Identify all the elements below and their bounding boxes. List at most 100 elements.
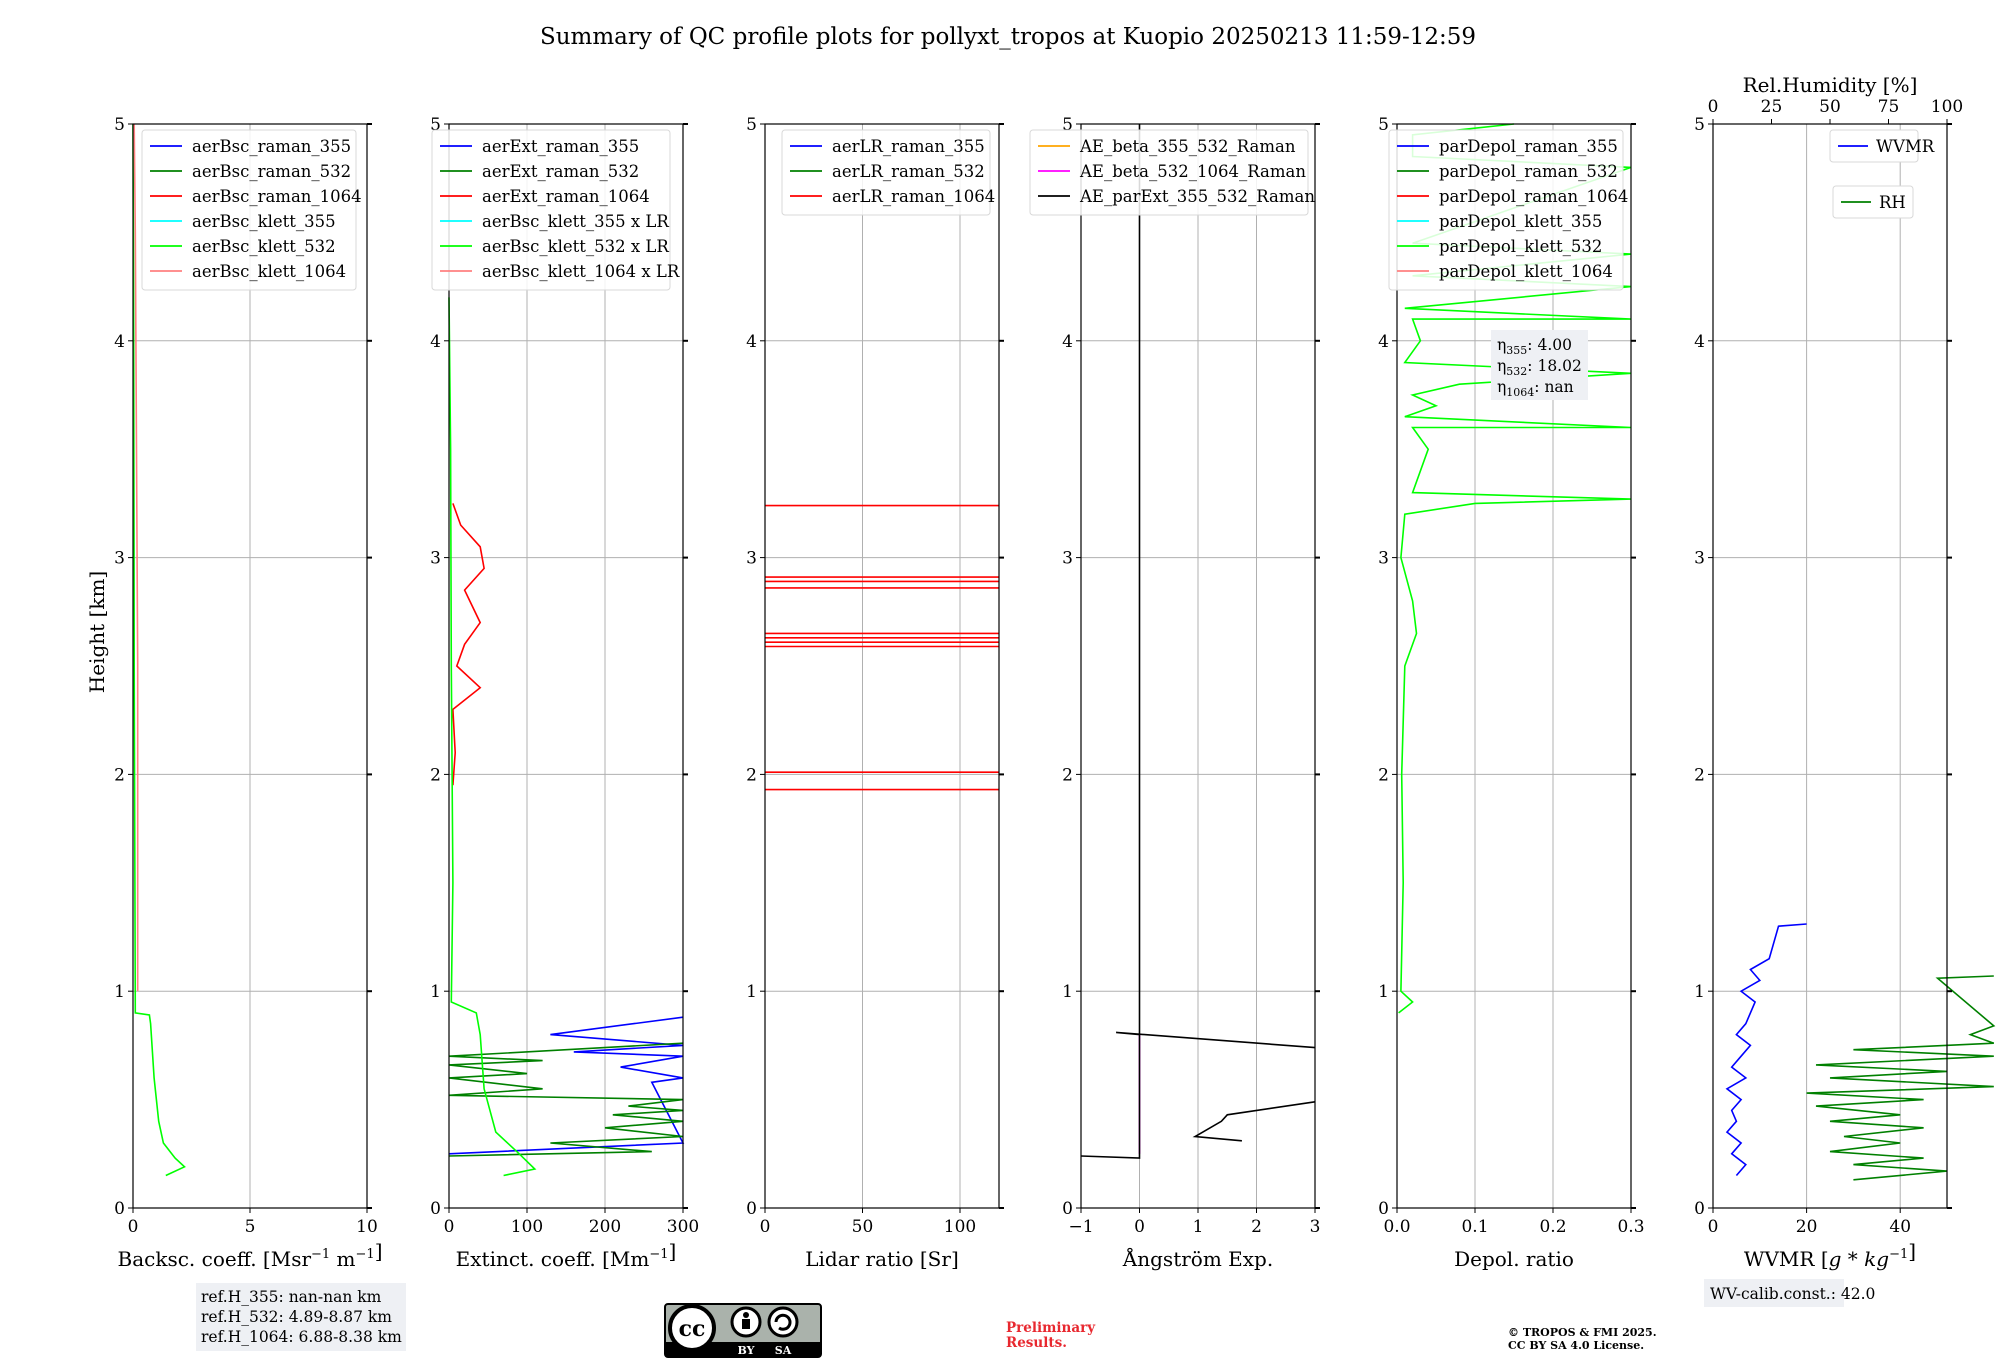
legend-label: aerBsc_klett_532 [192,237,336,256]
legend-label: aerExt_raman_355 [482,137,639,156]
y-tick-label: 3 [1378,549,1389,569]
ref-height-355: ref.H_355: nan-nan km [201,1288,382,1306]
series-pink [133,123,139,992]
x-axis-label: WVMR [g * kg−1] [1744,1239,1916,1271]
legend-label: aerExt_raman_1064 [482,187,650,206]
legend-box [781,129,991,216]
legend: parDepol_raman_355 parDepol_raman_532 parD… [1388,129,1628,291]
y-tick-label: 5 [114,115,125,135]
x-axis-label: Extinct. coeff. [Mm−1] [456,1239,677,1271]
y-tick-label: 0 [114,1199,125,1219]
y-tick-label: 3 [746,549,757,569]
x-axis-label: Depol. ratio [1454,1247,1574,1271]
x-tick-label: 100 [944,1217,976,1237]
legend-label: aerBsc_raman_532 [192,162,351,181]
legend-box [141,129,357,291]
x-axis-label: Ångström Exp. [1122,1246,1273,1271]
y-tick-label: 0 [1694,1199,1705,1219]
x-tick-label: 5 [245,1217,256,1237]
y-tick-label: 2 [746,765,757,785]
legend: AE_beta_355_532_Raman AE_beta_532_1064_Ra… [1029,129,1315,216]
y-tick-label: 1 [1062,982,1073,1002]
copyright-line-2: CC BY SA 4.0 License. [1508,1339,1644,1352]
x-tick-label: 50 [852,1217,874,1237]
legend-label: aerLR_raman_532 [832,162,985,181]
legend-label: AE_beta_355_532_Raman [1079,137,1296,156]
panel-frame [1396,123,1632,1209]
y-tick-label: 0 [746,1199,757,1219]
x-tick-label: 0 [1708,1217,1719,1237]
legend-box [1029,129,1309,216]
legend: aerExt_raman_355 aerExt_raman_532 aerExt_r… [431,129,680,291]
panel-ext: 0 100 200 300 0 1 2 3 4 5 Extinct. coeff. [Mm−1] ae… [430,115,699,1271]
cc-icon [668,1304,716,1352]
legend: aerLR_raman_355 aerLR_raman_532 aerLR_rama… [781,129,995,216]
top-tick-label: 0 [1708,97,1719,117]
x-tick-label: 0 [444,1217,455,1237]
legend-label: aerBsc_klett_1064 x LR [482,262,680,281]
y-tick-label: 5 [1694,115,1705,135]
x-tick-label: 20 [1796,1217,1818,1237]
top-tick-label: 100 [1931,97,1963,117]
y-tick-label: 0 [1378,1199,1389,1219]
panel-wv: 0 20 40 0 1 2 3 4 5 WVMR [g * kg−1] 0 25 50 75 100 Rel.… [1694,73,1996,1271]
by-icon-head [743,1312,749,1318]
x-tick-label: 0 [760,1217,771,1237]
legend-label: AE_beta_532_1064_Raman [1079,162,1306,181]
y-tick-label: 5 [1378,115,1389,135]
y-tick-label: 4 [1062,332,1073,352]
legend: aerBsc_raman_355 aerBsc_raman_532 aerBsc_r… [141,129,362,291]
y-tick-label: 3 [114,549,125,569]
y-tick-label: 5 [1062,115,1073,135]
top-tick-label: 25 [1761,97,1783,117]
y-tick-label: 0 [430,1199,441,1219]
series-lime [448,297,537,1177]
panel-depol: 0.0 0.1 0.2 0.3 0 1 2 3 4 5 Depol. ratio parDepol_r… [1378,115,1644,1271]
legend-label: AE_parExt_355_532_Raman [1079,187,1315,206]
legend-label: aerBsc_klett_532 x LR [482,237,669,256]
y-tick-label: 2 [1378,765,1389,785]
x-tick-label: 200 [589,1217,621,1237]
sa-icon [767,1306,799,1338]
figure-title: Summary of QC profile plots for pollyxt_… [540,24,1476,50]
eta-box-bg [1491,330,1588,400]
legend-label: parDepol_klett_1064 [1439,262,1613,281]
y-tick-label: 3 [1062,549,1073,569]
y-tick-label: 4 [1694,332,1705,352]
panel-frame [1712,123,1948,1209]
top-tick-label: 75 [1878,97,1900,117]
legend-label: aerLR_raman_355 [832,137,985,156]
ref-heights-bg [196,1283,406,1351]
preliminary-line-1: Preliminary [1006,1320,1096,1336]
top-tick-label: 50 [1819,97,1841,117]
x-tick-label: 0.2 [1539,1217,1566,1237]
preliminary-line-2: Results. [1006,1335,1067,1351]
x-axis-label: Backsc. coeff. [Msr−1 m−1] [118,1239,383,1271]
series-red [452,503,485,786]
legend-label: aerLR_raman_1064 [832,187,995,206]
y-tick-label: 5 [430,115,441,135]
legend-label: parDepol_raman_532 [1439,162,1618,181]
series-green [1806,975,1996,1181]
y-tick-label: 3 [430,549,441,569]
legend-label: parDepol_klett_355 [1439,212,1602,231]
legend-label: WVMR [1876,137,1935,156]
x-tick-label: 3 [1310,1217,1321,1237]
ref-height-532: ref.H_532: 4.89-8.87 km [201,1308,392,1326]
legend-label: parDepol_klett_532 [1439,237,1602,256]
ref-heights-box: ref.H_355: nan-nan km ref.H_532: 4.89-8.… [196,1283,406,1351]
legend-label: aerBsc_klett_355 x LR [482,212,669,231]
legend-label: aerBsc_raman_355 [192,137,351,156]
x-tick-label: 40 [1889,1217,1911,1237]
y-tick-label: 2 [1694,765,1705,785]
x-tick-label: 1 [1193,1217,1204,1237]
sa-icon-arrow [774,1313,792,1331]
x-axis-label: Lidar ratio [Sr] [805,1247,959,1271]
x-tick-label: 0.3 [1617,1217,1644,1237]
x-tick-label: −1 [1068,1217,1093,1237]
